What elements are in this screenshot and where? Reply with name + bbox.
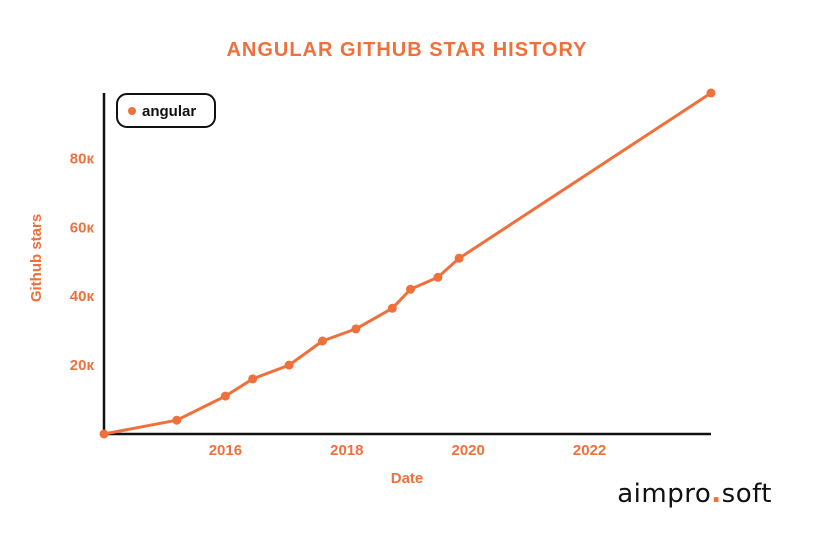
data-point — [454, 253, 464, 263]
legend: angular — [116, 93, 216, 128]
data-point — [351, 324, 361, 334]
y-axis-label: Github stars — [28, 214, 45, 302]
x-axis: 2016 2018 2020 2022 Date — [104, 432, 711, 487]
chart-title: ANGULAR GITHUB STAR HISTORY — [226, 39, 587, 61]
y-tick-label: 20к — [70, 357, 95, 374]
y-tick-labels: 20к 40к 60к 80к — [70, 150, 95, 374]
data-point — [284, 360, 294, 370]
legend-box — [116, 93, 216, 128]
data-point — [406, 284, 415, 294]
x-tick-label: 2018 — [330, 442, 363, 459]
aimpro-soft-logo: aimpro.soft — [617, 479, 772, 509]
x-tick-label: 2020 — [452, 442, 485, 459]
data-point — [99, 429, 109, 439]
data-point — [220, 391, 230, 401]
y-axis: 20к 40к 60к 80к Github stars — [28, 93, 106, 434]
y-tick-label: 60к — [70, 219, 95, 236]
data-point — [706, 88, 716, 98]
data-point — [433, 272, 443, 282]
data-point — [248, 374, 258, 384]
series-line-angular — [103, 91, 712, 436]
x-axis-label: Date — [391, 470, 424, 487]
legend-label: angular — [142, 103, 196, 120]
legend-marker — [128, 107, 136, 115]
logo-dot: . — [711, 479, 722, 509]
y-tick-label: 40к — [70, 288, 95, 305]
logo-text-right: soft — [721, 479, 772, 509]
plot-series — [99, 88, 716, 439]
y-tick-label: 80к — [70, 150, 95, 167]
data-point — [172, 415, 182, 425]
logo-text-left: aimpro — [617, 479, 712, 509]
data-point — [387, 303, 397, 313]
x-tick-labels: 2016 2018 2020 2022 — [209, 442, 607, 459]
data-point — [318, 336, 327, 346]
x-tick-label: 2016 — [209, 442, 242, 459]
x-tick-label: 2022 — [573, 442, 606, 459]
